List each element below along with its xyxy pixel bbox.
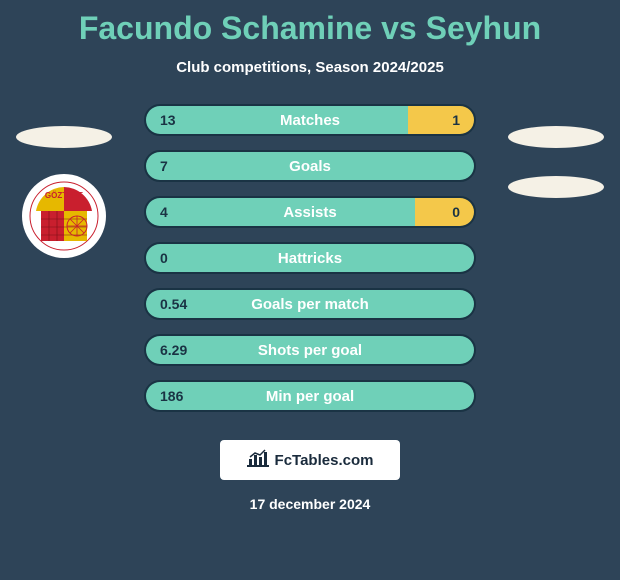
footer-badge: FcTables.com	[0, 440, 620, 480]
comparison-infographic: Facundo Schamine vs Seyhun Club competit…	[0, 0, 620, 580]
stat-row-assists: Assists4 0	[144, 196, 476, 228]
stat-label: Hattricks	[146, 244, 474, 272]
stat-row-goals: Goals7	[144, 150, 476, 182]
stat-value-player1: 6.29	[160, 336, 187, 364]
stat-row-shots-per-goal: Shots per goal6.29	[144, 334, 476, 366]
stat-label: Assists	[146, 198, 474, 226]
stat-row-goals-per-match: Goals per match0.54	[144, 288, 476, 320]
vs-label: vs	[381, 10, 417, 46]
stat-label: Goals	[146, 152, 474, 180]
stat-label: Matches	[146, 106, 474, 134]
brand-text: FcTables.com	[275, 452, 374, 469]
stat-value-player2: 1	[452, 106, 460, 134]
stat-value-player1: 0	[160, 244, 168, 272]
fctables-brand: FcTables.com	[220, 440, 400, 480]
stats-area: Matches131Goals7Assists40Hattricks0Goals…	[0, 104, 620, 412]
stat-value-player1: 0.54	[160, 290, 187, 318]
player1-name: Facundo Schamine	[79, 10, 372, 46]
stat-value-player1: 13	[160, 106, 176, 134]
stat-value-player2: 0	[452, 198, 460, 226]
player2-name: Seyhun	[426, 10, 542, 46]
stat-value-player1: 4	[160, 198, 168, 226]
stat-label: Goals per match	[146, 290, 474, 318]
chart-icon	[247, 449, 269, 471]
stat-row-matches: Matches13 1	[144, 104, 476, 136]
stat-value-player1: 7	[160, 152, 168, 180]
stat-label: Min per goal	[146, 382, 474, 410]
stat-row-min-per-goal: Min per goal186	[144, 380, 476, 412]
subtitle: Club competitions, Season 2024/2025	[0, 59, 620, 76]
page-title: Facundo Schamine vs Seyhun	[0, 10, 620, 47]
stat-label: Shots per goal	[146, 336, 474, 364]
date-text: 17 december 2024	[0, 496, 620, 512]
stat-row-hattricks: Hattricks0	[144, 242, 476, 274]
stat-value-player1: 186	[160, 382, 183, 410]
